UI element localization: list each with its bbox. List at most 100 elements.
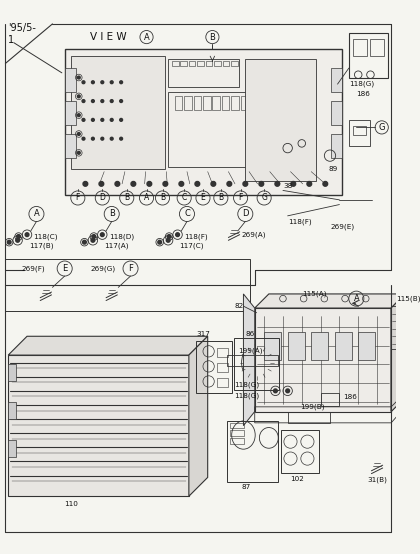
- Bar: [331, 134, 342, 157]
- Bar: [349, 120, 370, 146]
- Text: E: E: [62, 264, 67, 273]
- Bar: [203, 96, 210, 110]
- Bar: [226, 421, 278, 482]
- Bar: [181, 60, 187, 66]
- Text: 38: 38: [283, 183, 292, 189]
- Bar: [352, 126, 366, 135]
- Bar: [206, 60, 213, 66]
- Text: V I E W: V I E W: [90, 32, 127, 42]
- Circle shape: [77, 132, 80, 135]
- Text: 117(A): 117(A): [104, 243, 129, 249]
- Text: '95/5-: '95/5-: [8, 23, 36, 33]
- Polygon shape: [391, 294, 405, 412]
- Bar: [168, 59, 239, 87]
- Text: 118(F): 118(F): [288, 218, 311, 225]
- Bar: [65, 68, 76, 91]
- Text: 118(G): 118(G): [234, 382, 259, 388]
- Text: G: G: [378, 123, 385, 132]
- Circle shape: [275, 182, 280, 186]
- Text: 31(B): 31(B): [368, 476, 388, 483]
- Text: D: D: [242, 209, 249, 218]
- Bar: [234, 338, 279, 390]
- Bar: [231, 60, 238, 66]
- Text: 199(A): 199(A): [238, 347, 262, 353]
- Circle shape: [120, 137, 123, 140]
- Bar: [349, 33, 388, 79]
- Circle shape: [101, 100, 104, 102]
- Circle shape: [273, 389, 277, 393]
- Text: 269(E): 269(E): [330, 224, 354, 230]
- Text: A: A: [144, 33, 150, 42]
- Circle shape: [179, 182, 184, 186]
- Bar: [197, 341, 232, 393]
- Circle shape: [167, 235, 171, 238]
- Text: 317: 317: [197, 331, 210, 337]
- Bar: [217, 363, 228, 372]
- Bar: [8, 402, 16, 419]
- Bar: [230, 430, 244, 436]
- Text: C: C: [184, 209, 190, 218]
- Polygon shape: [189, 336, 207, 496]
- Polygon shape: [391, 294, 405, 412]
- Circle shape: [100, 233, 104, 237]
- Circle shape: [307, 182, 312, 186]
- Circle shape: [166, 238, 170, 242]
- Text: G: G: [261, 193, 267, 202]
- Circle shape: [131, 182, 136, 186]
- Text: 118(D): 118(D): [109, 233, 134, 240]
- Circle shape: [99, 182, 104, 186]
- Circle shape: [77, 76, 80, 79]
- Circle shape: [110, 100, 113, 102]
- Bar: [214, 60, 221, 66]
- Circle shape: [163, 182, 168, 186]
- Text: B: B: [109, 209, 115, 218]
- Circle shape: [323, 182, 328, 186]
- Text: 118(F): 118(F): [184, 233, 208, 240]
- Text: A: A: [34, 209, 39, 218]
- Circle shape: [147, 182, 152, 186]
- Circle shape: [83, 182, 88, 186]
- Text: 186: 186: [343, 394, 357, 401]
- Text: 118(C): 118(C): [34, 233, 58, 240]
- Circle shape: [25, 233, 29, 237]
- Bar: [217, 347, 228, 357]
- Text: B: B: [124, 193, 129, 202]
- Circle shape: [211, 182, 216, 186]
- Circle shape: [110, 119, 113, 121]
- Bar: [281, 430, 319, 473]
- Text: 86: 86: [245, 331, 255, 337]
- Bar: [245, 59, 316, 181]
- Text: A: A: [144, 193, 149, 202]
- Bar: [8, 440, 16, 456]
- Circle shape: [110, 137, 113, 140]
- Circle shape: [82, 100, 85, 102]
- Circle shape: [286, 389, 289, 393]
- Circle shape: [77, 114, 80, 116]
- Polygon shape: [255, 294, 405, 308]
- Bar: [288, 332, 304, 360]
- Text: C: C: [181, 193, 187, 202]
- Bar: [370, 39, 383, 56]
- Circle shape: [92, 235, 96, 238]
- Circle shape: [77, 95, 80, 98]
- Circle shape: [243, 182, 248, 186]
- Circle shape: [291, 182, 296, 186]
- Bar: [335, 332, 352, 360]
- Circle shape: [92, 119, 94, 121]
- Circle shape: [91, 238, 95, 242]
- Text: 115(B): 115(B): [396, 295, 420, 302]
- Bar: [288, 412, 330, 423]
- Bar: [65, 134, 76, 157]
- Text: B: B: [160, 193, 165, 202]
- Circle shape: [120, 81, 123, 84]
- Text: 1: 1: [8, 35, 14, 45]
- Bar: [230, 438, 244, 444]
- Bar: [358, 332, 375, 360]
- Text: 186: 186: [356, 90, 370, 96]
- Bar: [331, 101, 342, 125]
- Bar: [264, 332, 281, 360]
- Bar: [5, 259, 250, 311]
- Circle shape: [101, 119, 104, 121]
- Text: F: F: [128, 264, 133, 273]
- Text: 199(B): 199(B): [300, 403, 324, 410]
